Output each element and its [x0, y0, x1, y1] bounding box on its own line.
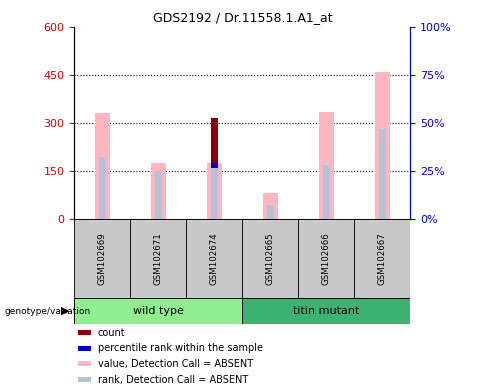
Bar — [374, 72, 390, 219]
Bar — [155, 171, 162, 219]
Text: ▶: ▶ — [60, 306, 69, 316]
Bar — [267, 205, 274, 219]
Bar — [74, 219, 131, 298]
Text: count: count — [98, 328, 126, 338]
Bar — [78, 377, 91, 382]
Bar — [186, 219, 242, 298]
Bar — [354, 219, 410, 298]
Text: wild type: wild type — [133, 306, 184, 316]
Bar — [151, 163, 166, 219]
Title: GDS2192 / Dr.11558.1.A1_at: GDS2192 / Dr.11558.1.A1_at — [153, 11, 332, 24]
Text: rank, Detection Call = ABSENT: rank, Detection Call = ABSENT — [98, 374, 248, 384]
Bar — [78, 361, 91, 366]
Bar — [211, 165, 218, 219]
Text: GSM102667: GSM102667 — [378, 232, 387, 285]
Bar — [379, 129, 386, 219]
Text: percentile rank within the sample: percentile rank within the sample — [98, 343, 263, 353]
Bar — [263, 193, 278, 219]
Bar — [323, 165, 330, 219]
Bar — [242, 219, 299, 298]
Bar — [78, 330, 91, 335]
Bar — [242, 298, 410, 324]
Bar — [211, 118, 218, 219]
Text: GSM102665: GSM102665 — [266, 232, 275, 285]
Bar — [95, 113, 110, 219]
Bar — [206, 163, 222, 219]
Bar — [319, 112, 334, 219]
Bar — [78, 346, 91, 351]
Text: GSM102669: GSM102669 — [98, 232, 107, 285]
Bar — [131, 219, 186, 298]
Bar — [74, 298, 242, 324]
Text: GSM102666: GSM102666 — [322, 232, 331, 285]
Text: GSM102671: GSM102671 — [154, 232, 163, 285]
Bar — [211, 163, 218, 167]
Text: GSM102674: GSM102674 — [210, 232, 219, 285]
Text: titin mutant: titin mutant — [293, 306, 360, 316]
Text: genotype/variation: genotype/variation — [5, 306, 91, 316]
Bar — [99, 157, 106, 219]
Text: value, Detection Call = ABSENT: value, Detection Call = ABSENT — [98, 359, 253, 369]
Bar — [299, 219, 354, 298]
